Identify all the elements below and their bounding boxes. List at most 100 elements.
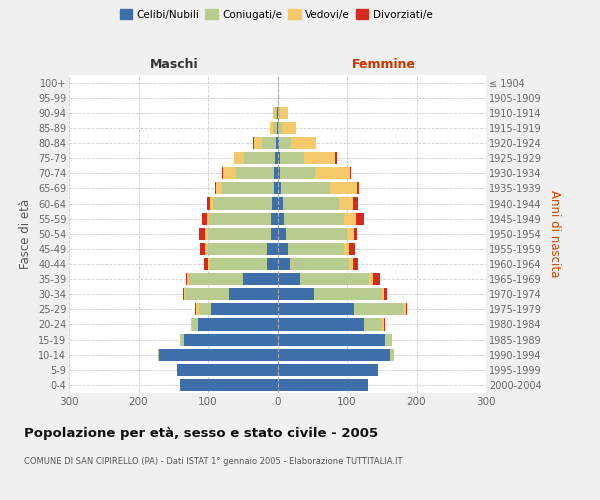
Bar: [209, 212, 271, 224]
Bar: [223, 167, 236, 179]
Bar: [277, 304, 354, 316]
Bar: [267, 258, 277, 270]
Bar: [270, 122, 274, 134]
Bar: [222, 167, 223, 179]
Bar: [188, 273, 243, 285]
Bar: [277, 379, 368, 391]
Bar: [200, 243, 205, 255]
Bar: [353, 258, 358, 270]
Bar: [304, 152, 335, 164]
Bar: [187, 273, 188, 285]
Bar: [338, 198, 353, 209]
Bar: [288, 243, 344, 255]
Bar: [213, 198, 272, 209]
Bar: [229, 288, 277, 300]
Bar: [385, 334, 392, 345]
Bar: [329, 182, 358, 194]
Bar: [277, 258, 290, 270]
Legend: Celibi/Nubili, Coniugati/e, Vedovi/e, Divorziati/e: Celibi/Nubili, Coniugati/e, Vedovi/e, Di…: [115, 5, 437, 24]
Bar: [276, 137, 277, 149]
Bar: [234, 152, 244, 164]
Bar: [277, 288, 314, 300]
Bar: [197, 318, 277, 330]
Bar: [277, 318, 364, 330]
Bar: [300, 273, 369, 285]
Bar: [277, 122, 278, 134]
Bar: [271, 212, 277, 224]
Bar: [186, 273, 187, 285]
Text: Popolazione per età, sesso e stato civile - 2005: Popolazione per età, sesso e stato civil…: [24, 428, 378, 440]
Text: Femmine: Femmine: [352, 58, 416, 71]
Bar: [280, 106, 288, 119]
Bar: [208, 228, 271, 240]
Bar: [277, 137, 279, 149]
Bar: [222, 182, 274, 194]
Bar: [279, 137, 292, 149]
Bar: [373, 273, 380, 285]
Bar: [277, 348, 390, 361]
Bar: [277, 106, 278, 119]
Bar: [277, 198, 283, 209]
Bar: [283, 198, 338, 209]
Bar: [350, 167, 351, 179]
Bar: [280, 167, 315, 179]
Bar: [314, 288, 382, 300]
Bar: [275, 106, 277, 119]
Bar: [315, 167, 350, 179]
Bar: [277, 243, 288, 255]
Bar: [205, 228, 208, 240]
Bar: [217, 182, 222, 194]
Bar: [403, 304, 406, 316]
Text: Maschi: Maschi: [149, 58, 199, 71]
Bar: [191, 318, 192, 330]
Bar: [344, 212, 356, 224]
Bar: [286, 228, 347, 240]
Bar: [281, 122, 296, 134]
Bar: [267, 243, 277, 255]
Bar: [208, 243, 267, 255]
Y-axis label: Fasce di età: Fasce di età: [19, 198, 32, 269]
Y-axis label: Anni di nascita: Anni di nascita: [548, 190, 561, 278]
Bar: [199, 228, 205, 240]
Bar: [253, 137, 254, 149]
Bar: [354, 228, 358, 240]
Bar: [384, 318, 385, 330]
Bar: [349, 258, 353, 270]
Bar: [281, 182, 329, 194]
Bar: [206, 212, 209, 224]
Bar: [274, 182, 277, 194]
Bar: [204, 258, 208, 270]
Bar: [177, 364, 277, 376]
Bar: [277, 167, 280, 179]
Bar: [382, 318, 384, 330]
Bar: [349, 243, 355, 255]
Bar: [210, 258, 267, 270]
Bar: [369, 273, 373, 285]
Bar: [210, 198, 213, 209]
Bar: [390, 348, 394, 361]
Bar: [277, 92, 278, 104]
Bar: [353, 198, 358, 209]
Bar: [277, 334, 385, 345]
Bar: [274, 122, 277, 134]
Bar: [244, 152, 275, 164]
Bar: [275, 152, 277, 164]
Bar: [356, 212, 364, 224]
Bar: [364, 318, 382, 330]
Bar: [277, 273, 300, 285]
Bar: [271, 228, 277, 240]
Text: COMUNE DI SAN CIPIRELLO (PA) - Dati ISTAT 1° gennaio 2005 - Elaborazione TUTTITA: COMUNE DI SAN CIPIRELLO (PA) - Dati ISTA…: [24, 458, 403, 466]
Bar: [335, 152, 337, 164]
Bar: [211, 304, 277, 316]
Bar: [254, 137, 262, 149]
Bar: [196, 304, 199, 316]
Bar: [277, 228, 286, 240]
Bar: [274, 106, 275, 119]
Bar: [262, 137, 276, 149]
Bar: [208, 258, 210, 270]
Bar: [160, 348, 277, 361]
Bar: [284, 212, 344, 224]
Bar: [344, 243, 349, 255]
Bar: [180, 334, 184, 345]
Bar: [384, 288, 388, 300]
